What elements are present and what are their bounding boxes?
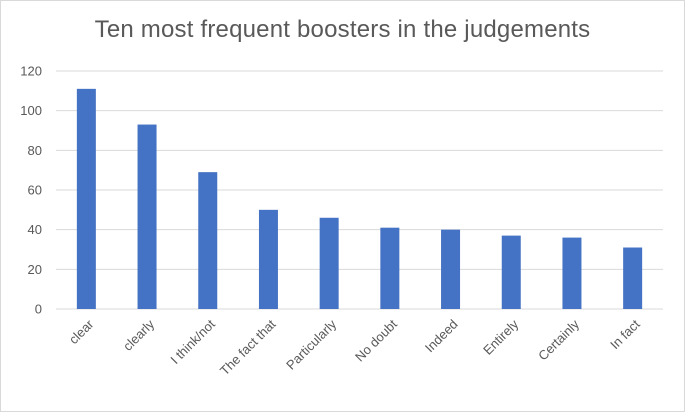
bars [76, 88, 643, 309]
chart-title: Ten most frequent boosters in the judgem… [94, 16, 591, 43]
bar-indeed [441, 229, 461, 309]
gridlines [56, 70, 663, 310]
x-tick-label: clear [66, 316, 97, 347]
x-tick-label: clearly [120, 316, 158, 354]
x-tick-label: The fact that [217, 316, 279, 378]
bar-the-fact-that [258, 209, 278, 309]
bar-i-think-not [198, 172, 218, 309]
x-tick-label: Entirely [480, 316, 522, 358]
bar-entirely [501, 235, 521, 309]
x-tick-label: No doubt [352, 316, 400, 364]
x-tick-label: Certainly [535, 316, 582, 363]
bar-clearly [137, 124, 157, 309]
bar-certainly [562, 237, 582, 309]
x-tick-label: I think/not [167, 316, 218, 367]
y-tick-label: 0 [35, 302, 42, 317]
y-tick-label: 20 [28, 262, 42, 277]
bar-particularly [319, 217, 339, 309]
y-tick-label: 40 [28, 222, 42, 237]
y-tick-label: 60 [28, 183, 42, 198]
y-tick-label: 120 [20, 64, 42, 79]
x-tick-label: Indeed [422, 317, 461, 356]
x-tick-label: In fact [607, 316, 643, 352]
y-tick-label: 100 [20, 103, 42, 118]
bar-in-fact [623, 247, 643, 309]
y-axis-ticks: 0 20 40 60 80 100 120 [20, 64, 42, 317]
y-tick-label: 80 [28, 143, 42, 158]
bar-clear [76, 88, 96, 309]
x-tick-label: Particularly [283, 316, 339, 372]
bar-no-doubt [380, 227, 400, 309]
